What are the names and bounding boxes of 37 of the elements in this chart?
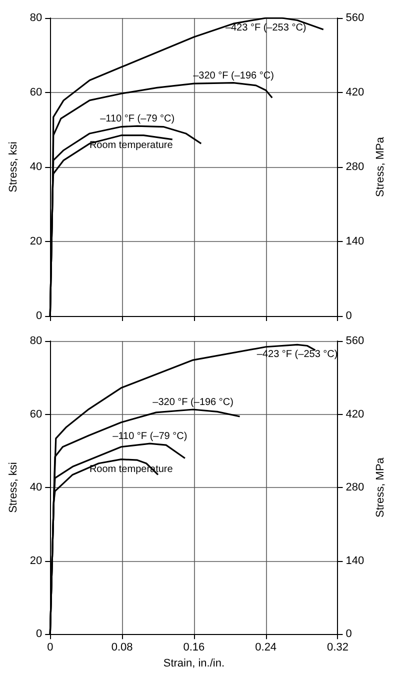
x-tick-label: 0.08 — [111, 642, 133, 654]
series-label: –320 °F (–196 °C) — [193, 70, 274, 82]
y2-tick-label: 140 — [346, 236, 364, 248]
y-tick-label: 80 — [30, 335, 42, 347]
y2-tick-label: 140 — [346, 554, 364, 567]
y2-tick-label: 280 — [346, 482, 364, 494]
series-label: Room temperature — [89, 140, 174, 151]
series-label: –320 °F (–196 °C) — [152, 397, 234, 408]
y-tick-label: 40 — [30, 482, 42, 494]
y-axis-title: Stress, ksi — [8, 142, 20, 192]
x-tick-label: 0.24 — [255, 642, 277, 654]
y-tick-label: 40 — [30, 161, 42, 173]
y-axis-title: Stress, ksi — [8, 462, 20, 513]
y2-tick-label: 0 — [346, 310, 352, 322]
x-axis-title: Strain, in./in. — [163, 658, 225, 670]
y-tick-label: 0 — [36, 310, 42, 322]
y2-tick-label: 420 — [346, 86, 364, 98]
y-tick-label: 20 — [30, 236, 42, 248]
y-tick-label: 20 — [30, 554, 42, 567]
x-tick-label: 0.32 — [327, 642, 348, 654]
series-label: –423 °F (–253 °C) — [256, 349, 338, 360]
y-tick-label: 60 — [30, 86, 42, 98]
y2-tick-label: 560 — [346, 335, 364, 347]
x-tick-label: 0 — [47, 642, 54, 654]
series-label: –110 °F (–79 °C) — [100, 114, 175, 125]
y2-tick-label: 420 — [346, 408, 364, 420]
y-tick-label: 60 — [30, 408, 42, 420]
y-tick-label: 80 — [30, 12, 42, 24]
y2-tick-label: 0 — [346, 628, 352, 640]
series-label: –423 °F (–253 °C) — [225, 22, 306, 34]
y2-tick-label: 560 — [346, 12, 364, 24]
y2-tick-label: 280 — [346, 161, 364, 173]
x-tick-label: 0.16 — [183, 642, 205, 654]
y2-axis-title: Stress, MPa — [374, 136, 386, 197]
series-label: –110 °F (–79 °C) — [112, 431, 188, 442]
y2-axis-title: Stress, MPa — [374, 456, 386, 518]
y-tick-label: 0 — [36, 628, 42, 640]
